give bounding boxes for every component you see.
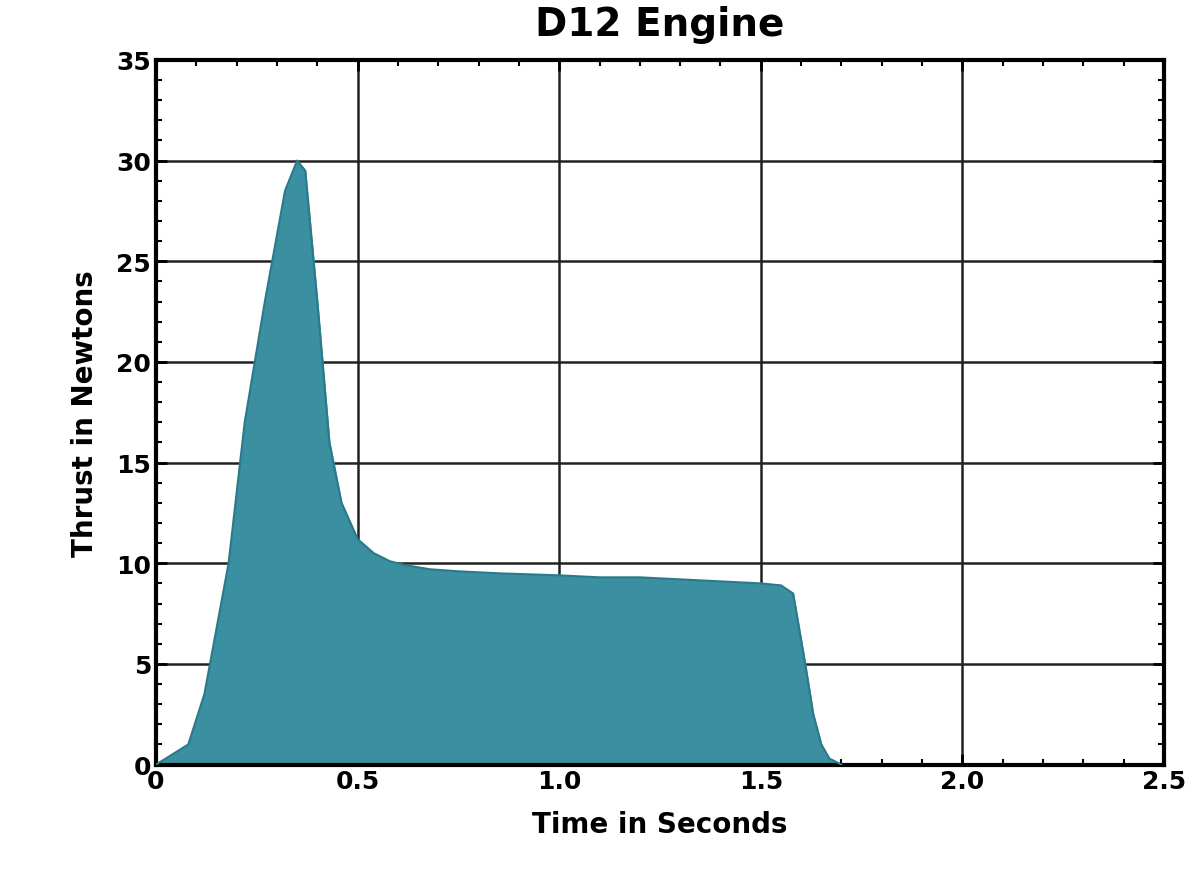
Title: D12 Engine: D12 Engine (535, 6, 785, 43)
Y-axis label: Thrust in Newtons: Thrust in Newtons (72, 269, 100, 556)
X-axis label: Time in Seconds: Time in Seconds (533, 810, 787, 839)
